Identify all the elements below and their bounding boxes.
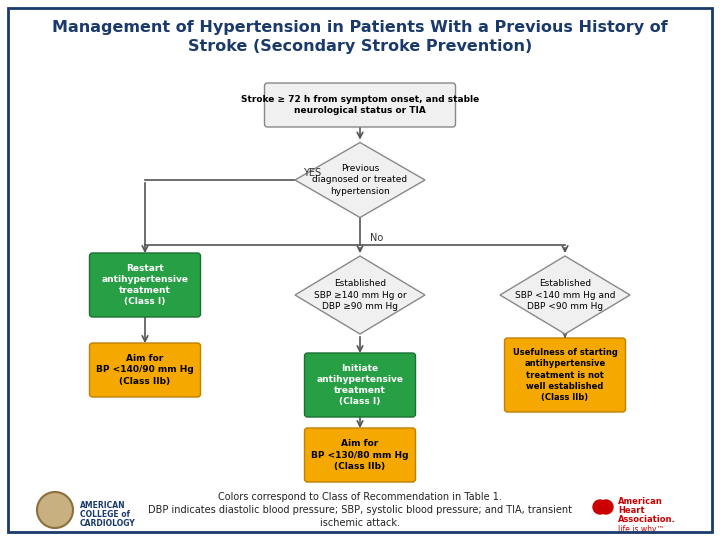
Text: Aim for
BP <140/90 mm Hg
(Class IIb): Aim for BP <140/90 mm Hg (Class IIb)	[96, 354, 194, 386]
Polygon shape	[500, 256, 630, 334]
Text: CARDIOLOGY: CARDIOLOGY	[80, 519, 136, 528]
Text: Usefulness of starting
antihypertensive
treatment is not
well established
(Class: Usefulness of starting antihypertensive …	[513, 348, 618, 402]
Text: American: American	[618, 497, 662, 506]
Text: Initiate
antihypertensive
treatment
(Class I): Initiate antihypertensive treatment (Cla…	[317, 364, 403, 406]
Text: Management of Hypertension in Patients With a Previous History of
Stroke (Second: Management of Hypertension in Patients W…	[52, 20, 668, 53]
Text: No: No	[370, 233, 383, 243]
Text: Established
SBP <140 mm Hg and
DBP <90 mm Hg: Established SBP <140 mm Hg and DBP <90 m…	[515, 279, 616, 310]
FancyBboxPatch shape	[89, 343, 200, 397]
Text: life is why™: life is why™	[618, 525, 664, 534]
Text: Restart
antihypertensive
treatment
(Class I): Restart antihypertensive treatment (Clas…	[102, 264, 189, 306]
FancyBboxPatch shape	[89, 253, 200, 317]
Text: AMERICAN: AMERICAN	[80, 501, 125, 510]
FancyBboxPatch shape	[305, 353, 415, 417]
Text: Stroke ≥ 72 h from symptom onset, and stable
neurological status or TIA: Stroke ≥ 72 h from symptom onset, and st…	[241, 95, 479, 115]
FancyBboxPatch shape	[505, 338, 626, 412]
Circle shape	[37, 492, 73, 528]
Polygon shape	[295, 143, 425, 218]
Text: Previous
diagnosed or treated
hypertension: Previous diagnosed or treated hypertensi…	[312, 164, 408, 195]
Text: COLLEGE of: COLLEGE of	[80, 510, 130, 519]
Text: Established
SBP ≥140 mm Hg or
DBP ≥90 mm Hg: Established SBP ≥140 mm Hg or DBP ≥90 mm…	[314, 279, 406, 310]
Circle shape	[599, 500, 613, 514]
FancyBboxPatch shape	[305, 428, 415, 482]
FancyBboxPatch shape	[264, 83, 456, 127]
Text: Heart: Heart	[618, 506, 644, 515]
Circle shape	[593, 500, 607, 514]
Text: YES: YES	[303, 168, 321, 178]
Text: Aim for
BP <130/80 mm Hg
(Class IIb): Aim for BP <130/80 mm Hg (Class IIb)	[311, 440, 409, 470]
Text: Association.: Association.	[618, 515, 676, 524]
Polygon shape	[295, 256, 425, 334]
Text: Colors correspond to Class of Recommendation in Table 1.
DBP indicates diastolic: Colors correspond to Class of Recommenda…	[148, 492, 572, 529]
